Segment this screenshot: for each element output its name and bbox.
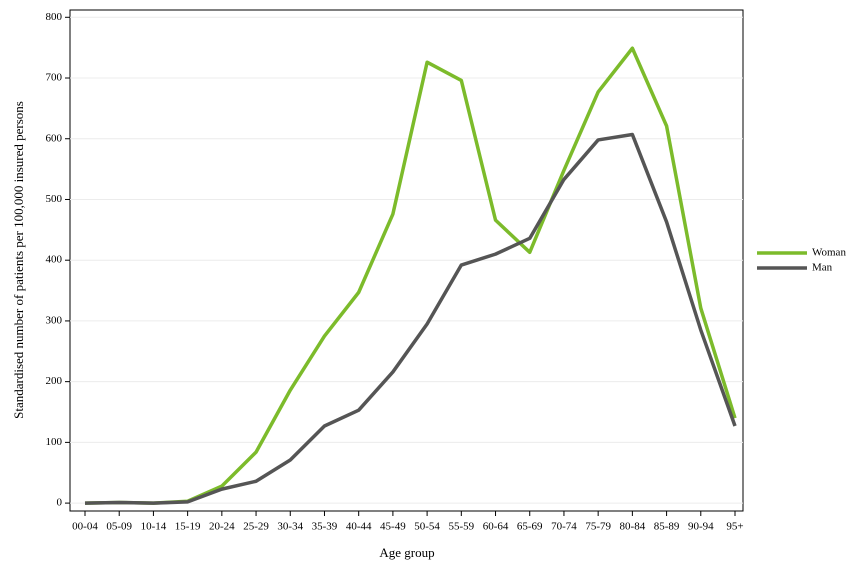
x-tick-label: 05-09	[106, 521, 132, 533]
y-tick-label: 400	[46, 254, 63, 266]
x-tick-label: 80-84	[620, 521, 646, 533]
x-tick-label: 15-19	[175, 521, 201, 533]
y-tick-label: 100	[46, 436, 63, 448]
x-tick-label: 90-94	[688, 521, 714, 533]
legend-label: Man	[812, 262, 833, 274]
x-tick-label: 20-24	[209, 521, 235, 533]
x-tick-label: 55-59	[448, 521, 474, 533]
x-tick-label: 95+	[726, 521, 743, 533]
y-tick-label: 600	[46, 132, 63, 144]
x-tick-label: 50-54	[414, 521, 440, 533]
legend-label: Woman	[812, 247, 846, 259]
x-tick-label: 45-49	[380, 521, 406, 533]
x-tick-label: 10-14	[141, 521, 167, 533]
x-axis-label: Age group	[379, 545, 434, 560]
line-series	[84, 132, 737, 505]
x-tick-label: 75-79	[585, 521, 611, 533]
x-tick-label: 00-04	[72, 521, 98, 533]
x-tick-label: 35-39	[312, 521, 338, 533]
x-tick-label: 60-64	[483, 521, 509, 533]
line-series	[84, 46, 737, 505]
y-tick-label: 200	[46, 375, 63, 387]
y-tick-label: 700	[46, 72, 63, 84]
x-tick-label: 70-74	[551, 521, 577, 533]
y-tick-label: 0	[57, 497, 63, 509]
x-tick-label: 65-69	[517, 521, 543, 533]
y-tick-label: 800	[46, 11, 63, 23]
x-tick-label: 40-44	[346, 521, 372, 533]
x-tick-label: 25-29	[243, 521, 269, 533]
x-tick-label: 85-89	[654, 521, 680, 533]
y-tick-label: 500	[46, 193, 63, 205]
y-tick-label: 300	[46, 314, 63, 326]
x-tick-label: 30-34	[277, 521, 303, 533]
y-axis-label: Standardised number of patients per 100,…	[11, 101, 26, 419]
